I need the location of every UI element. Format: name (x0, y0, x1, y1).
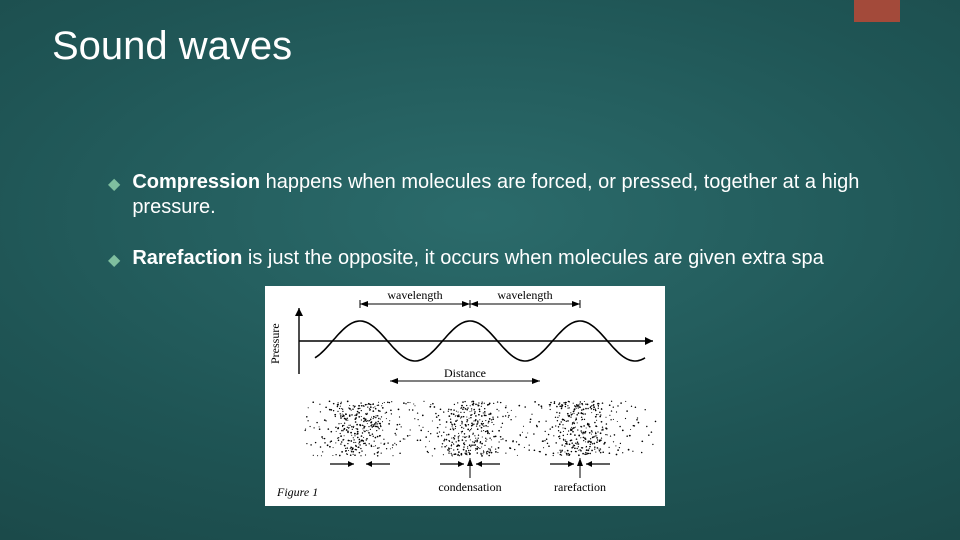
diamond-bullet-icon: ◆ (108, 174, 120, 194)
accent-bar (854, 0, 900, 22)
bullet-item: ◆ Compression happens when molecules are… (108, 170, 900, 220)
rarefaction-label: rarefaction (554, 480, 606, 494)
condensation-label: condensation (438, 480, 501, 494)
rarefaction-pointer (577, 458, 583, 478)
bullet-rest: is just the opposite, it occurs when mol… (242, 247, 823, 269)
slide-title: Sound waves (52, 24, 292, 69)
figure-caption: Figure 1 (276, 485, 318, 499)
figure-svg: Pressure wavelength wavelength (265, 286, 665, 506)
distance-label: Distance (444, 366, 486, 380)
arrowhead-right-icon (645, 337, 653, 345)
condensation-pointer (467, 458, 473, 478)
bullet-bold: Compression (132, 171, 260, 193)
bullet-bold: Rarefaction (132, 247, 242, 269)
diamond-bullet-icon: ◆ (108, 250, 120, 270)
particle-band (304, 400, 656, 456)
wavelength-label-1: wavelength (387, 288, 442, 302)
bullet-text: Rarefaction is just the opposite, it occ… (132, 246, 823, 271)
bullet-list: ◆ Compression happens when molecules are… (108, 170, 900, 297)
arrowhead-up-icon (295, 308, 303, 316)
wavelength-label-2: wavelength (497, 288, 552, 302)
bullet-text: Compression happens when molecules are f… (132, 170, 900, 220)
bullet-item: ◆ Rarefaction is just the opposite, it o… (108, 246, 900, 271)
wave-figure: Pressure wavelength wavelength (265, 286, 665, 506)
y-axis-label: Pressure (268, 323, 282, 364)
